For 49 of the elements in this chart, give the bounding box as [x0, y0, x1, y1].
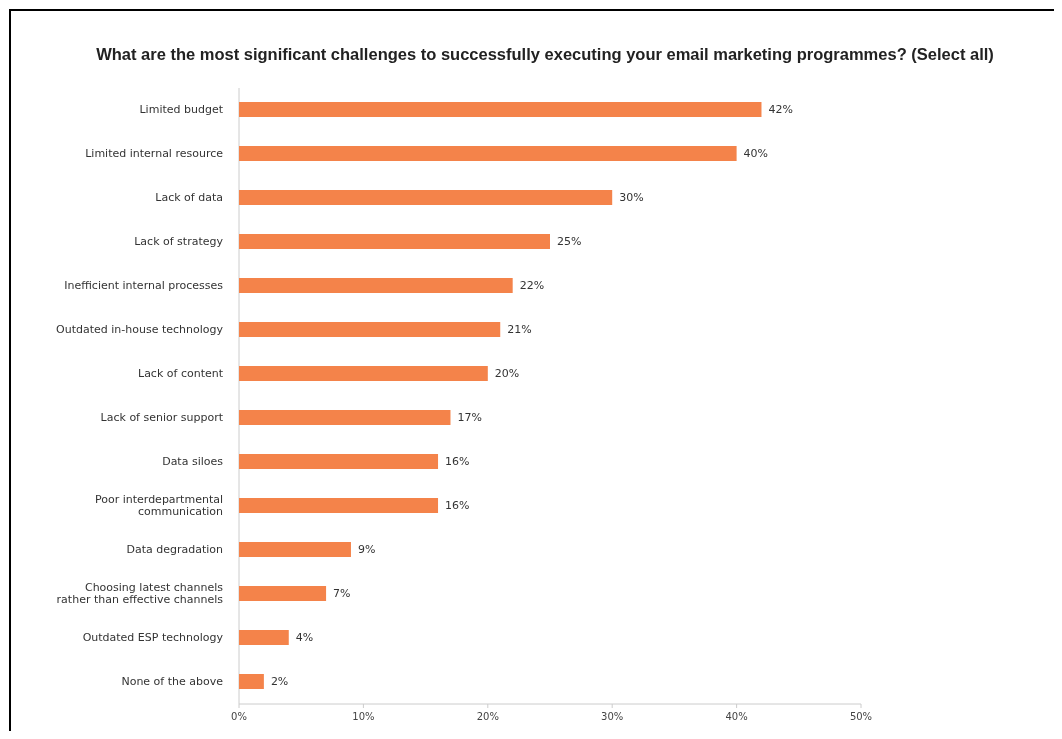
x-tick-label: 40% — [725, 711, 748, 722]
y-tick-label: Outdated in-house technology — [56, 323, 224, 336]
bar — [239, 234, 550, 249]
data-label: 42% — [768, 103, 793, 116]
y-tick-label: Lack of content — [138, 367, 224, 380]
y-tick-label: Data degradation — [126, 543, 224, 556]
data-label: 16% — [445, 499, 470, 512]
data-label: 40% — [743, 147, 769, 160]
y-tick-label: Poor interdepartmental communication — [94, 493, 224, 518]
bar — [239, 630, 289, 645]
bar — [239, 674, 264, 689]
data-label: 2% — [270, 675, 289, 688]
bar — [239, 366, 488, 381]
data-label: 30% — [619, 191, 644, 204]
y-tick-label: Data siloes — [162, 455, 224, 468]
x-tick-label: 50% — [849, 711, 873, 722]
y-tick-label: Inefficient internal processes — [64, 279, 224, 292]
x-tick-label: 20% — [476, 711, 499, 722]
bar — [239, 278, 513, 293]
data-label: 17% — [457, 411, 482, 424]
bar — [239, 542, 351, 557]
bar — [239, 586, 327, 601]
data-label: 7% — [333, 587, 351, 600]
data-label: 25% — [557, 235, 582, 248]
y-tick-label: Lack of data — [155, 191, 223, 204]
x-tick-label: 10% — [352, 711, 375, 722]
bar — [239, 146, 737, 161]
y-tick-label: Outdated ESP technology — [82, 631, 224, 644]
y-tick-label: Lack of strategy — [134, 235, 224, 248]
bar — [239, 102, 762, 117]
data-label: 9% — [357, 543, 376, 556]
y-tick-label: Lack of senior support — [100, 411, 224, 424]
data-label: 4% — [295, 631, 314, 644]
data-label: 20% — [494, 367, 520, 380]
bar — [239, 410, 451, 425]
bar — [239, 498, 439, 513]
chart-title: What are the most significant challenges to successfully executing your email marketing programmes? (Select all) — [96, 45, 994, 63]
y-tick-label: None of the above — [121, 675, 224, 688]
bar — [239, 454, 439, 469]
y-tick-label: Limited internal resource — [85, 147, 224, 160]
data-label: 21% — [507, 323, 532, 336]
bar — [239, 190, 613, 205]
data-label: 16% — [445, 455, 470, 468]
data-label: 22% — [519, 279, 545, 292]
x-tick-label: 30% — [601, 711, 624, 722]
y-tick-label: Choosing latest channels rather than effective channels — [56, 581, 224, 606]
bar — [239, 322, 501, 337]
y-tick-label: Limited budget — [139, 103, 224, 116]
x-tick-label: 0% — [231, 711, 247, 722]
